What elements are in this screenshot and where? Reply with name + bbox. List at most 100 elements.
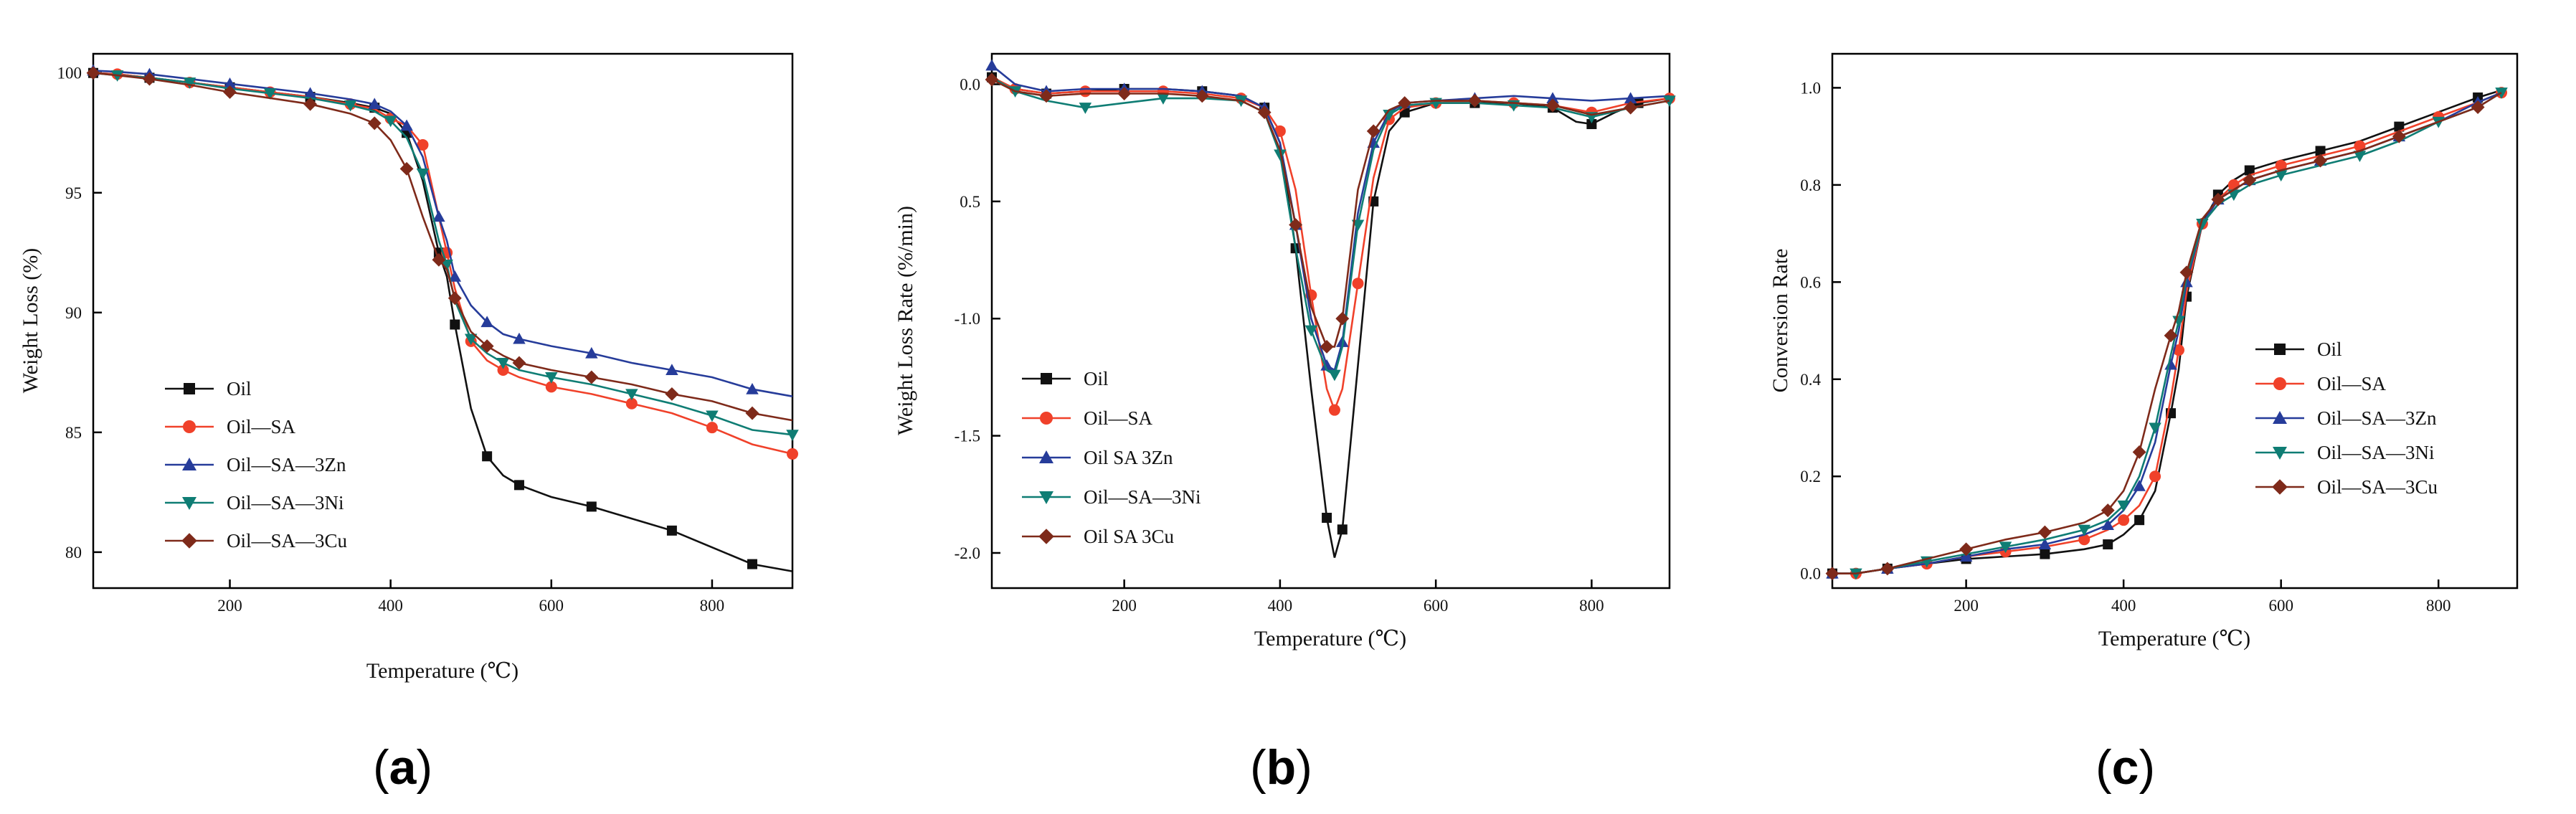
data-point: [183, 77, 196, 89]
data-point: [303, 87, 317, 99]
y-tick-label: 0.4: [1800, 371, 1821, 389]
chart-panel-c: 200 400 600 800 0.0 0.2 0.4 0.6 0.8 1.0 Oil Oil—SA O…: [1768, 52, 2519, 795]
data-point: [1117, 87, 1132, 100]
legend-marker: [1039, 450, 1053, 463]
data-point: [464, 333, 478, 346]
data-point: [2172, 344, 2184, 356]
data-point: [2392, 129, 2406, 143]
data-point: [545, 381, 557, 393]
x-tick-label: 200: [217, 597, 242, 615]
y-tick-label: 90: [65, 304, 82, 322]
data-point: [1624, 100, 1638, 115]
data-point: [2118, 514, 2130, 526]
data-point: [747, 559, 757, 569]
legend-marker: [2272, 479, 2288, 495]
series-line-5: [93, 72, 793, 422]
data-point: [2394, 121, 2405, 132]
data-point: [399, 161, 414, 176]
y-tick-label: 80: [65, 544, 82, 562]
caption-letter-b: b: [1266, 740, 1297, 795]
y-tick-label: 0.2: [1800, 468, 1821, 486]
x-tick-label: 800: [700, 597, 725, 615]
x-tick-label: 600: [2268, 597, 2293, 615]
data-point: [450, 319, 460, 330]
series-line-4: [93, 72, 793, 436]
y-axis-label-c: Conversion Rate: [1768, 249, 1792, 393]
data-point: [2037, 525, 2052, 539]
x-tick-label: 600: [539, 597, 564, 615]
caption-letter-a: a: [389, 740, 417, 795]
data-point: [512, 356, 526, 370]
data-point: [786, 430, 799, 441]
legend-marker: [1041, 373, 1052, 384]
legend-label: Oil SA 3Zn: [1084, 447, 1173, 468]
caption-close-paren: ): [416, 740, 432, 795]
data-point: [1383, 109, 1396, 121]
x-axis-label-c: Temperature (℃): [2098, 627, 2250, 650]
data-point: [417, 138, 429, 151]
data-point: [1398, 96, 1412, 110]
data-point: [2274, 170, 2288, 182]
data-point: [2133, 480, 2146, 491]
y-tick-label: 0.0: [1800, 565, 1821, 583]
data-point: [2103, 539, 2113, 550]
data-point: [2038, 538, 2052, 550]
data-point: [2149, 470, 2161, 483]
data-point: [985, 59, 998, 71]
data-point: [223, 77, 237, 89]
data-point: [2132, 445, 2146, 459]
y-axis-label-a: Weight Loss (%): [19, 248, 42, 394]
data-point: [1320, 339, 1334, 354]
data-point: [1352, 278, 1364, 290]
data-point: [440, 259, 453, 271]
data-point: [448, 270, 462, 282]
panel-caption-c: (c): [2096, 740, 2155, 795]
data-point: [1586, 119, 1597, 130]
series-line-4: [991, 76, 1670, 377]
data-point: [2275, 159, 2287, 171]
series-line-1: [93, 72, 793, 572]
y-tick-label: 0.5: [960, 193, 980, 211]
data-point: [1335, 311, 1350, 326]
data-point: [545, 372, 558, 384]
series-line-1: [1832, 89, 2502, 574]
data-point: [1320, 359, 1333, 371]
legend-label: Oil—SA—3Ni: [227, 492, 344, 514]
data-point: [746, 382, 759, 394]
data-point: [1825, 567, 1839, 581]
data-point: [2040, 549, 2050, 559]
data-point: [625, 397, 638, 410]
legend-label: Oil—SA: [2317, 373, 2387, 394]
y-tick-label: 1.0: [1800, 79, 1821, 97]
data-point: [625, 389, 638, 401]
data-point: [1257, 105, 1272, 120]
legend-label: Oil—SA—3Cu: [227, 530, 348, 552]
data-point: [1304, 325, 1318, 337]
data-point: [513, 332, 526, 344]
x-tick-label: 600: [1424, 597, 1449, 615]
caption-close-paren: ): [1296, 740, 1312, 795]
series-line-5: [991, 78, 1670, 348]
y-tick-label: -2.0: [955, 544, 980, 562]
caption-open-paren: (: [373, 740, 389, 795]
x-tick-label: 400: [2111, 597, 2136, 615]
data-point: [142, 72, 156, 86]
data-point: [2471, 100, 2485, 114]
data-point: [432, 252, 446, 267]
legend-marker: [182, 458, 196, 470]
x-tick-label: 200: [1954, 597, 1979, 615]
data-point: [787, 448, 798, 460]
data-point: [985, 72, 999, 87]
y-tick-label: 95: [65, 184, 82, 202]
data-point: [2315, 146, 2326, 156]
data-point: [2314, 153, 2328, 168]
data-point: [585, 346, 598, 359]
plot-area-a: [92, 52, 794, 590]
data-point: [480, 316, 493, 328]
legend-label: Oil—SA—3Zn: [2317, 407, 2437, 429]
data-point: [1959, 542, 1974, 557]
x-tick-label: 200: [1112, 597, 1137, 615]
data-point: [384, 115, 397, 128]
panel-caption-b: (b): [1250, 740, 1312, 795]
